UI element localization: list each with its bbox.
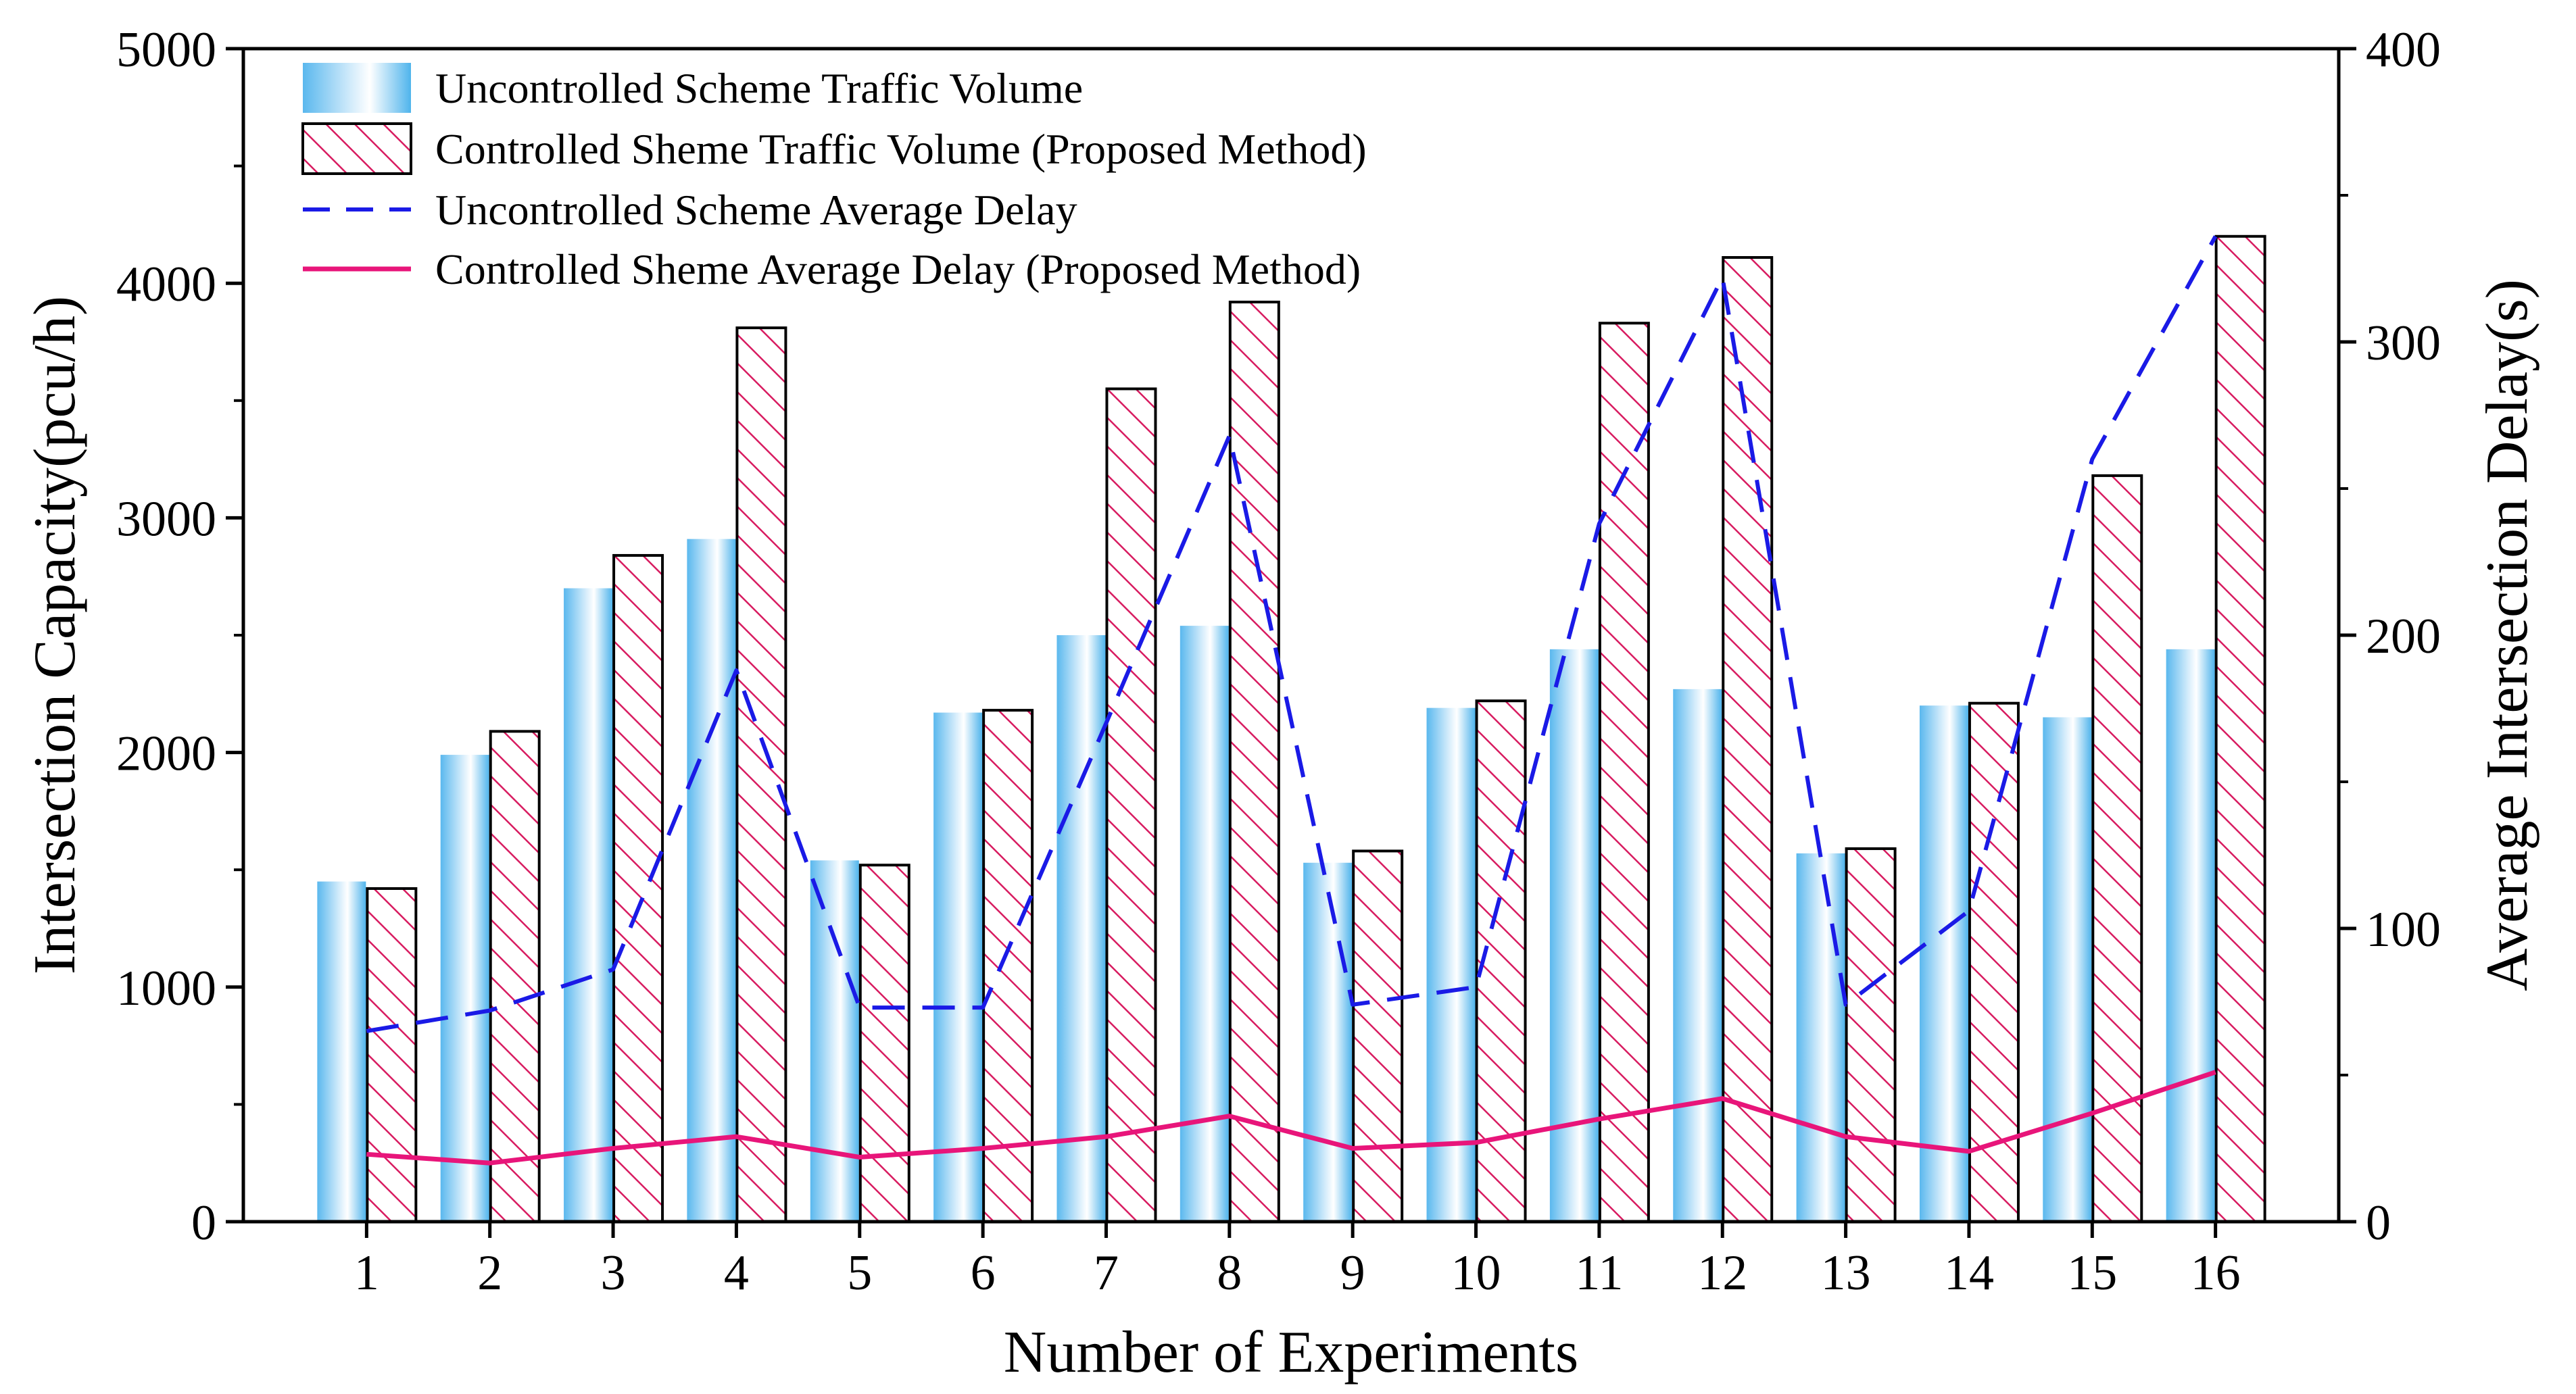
legend-swatch-uncontrolled-volume — [303, 63, 411, 113]
bar-controlled-volume — [1722, 256, 1774, 1223]
legend-swatch-controlled-volume — [301, 122, 412, 175]
x-tick-label: 16 — [2191, 1245, 2241, 1301]
bar-uncontrolled-volume — [1673, 689, 1722, 1222]
bar-uncontrolled-volume — [2166, 649, 2215, 1222]
x-tick-label: 15 — [2067, 1245, 2117, 1301]
y-tick-label: 5000 — [116, 22, 216, 78]
y-tick-label: 2000 — [116, 726, 216, 782]
x-tick-label: 6 — [971, 1245, 996, 1301]
legend: Uncontrolled Scheme Traffic Volume Contro… — [301, 63, 1367, 293]
x-tick-label: 14 — [1944, 1245, 1994, 1301]
legend-label: Uncontrolled Scheme Traffic Volume — [435, 64, 1083, 112]
y2-tick-label: 100 — [2366, 902, 2441, 957]
lines-layer — [366, 235, 2218, 1166]
y2-tick-label: 300 — [2366, 316, 2441, 371]
bar-controlled-volume — [1845, 847, 1897, 1223]
bar-controlled-volume — [1968, 701, 2020, 1223]
y2-axis-title: Average Intersection Delay(s) — [2475, 279, 2540, 991]
y2-tick-label: 0 — [2366, 1195, 2391, 1251]
line-uncontrolled-delay — [366, 235, 2218, 1033]
bar-controlled-volume — [489, 730, 541, 1224]
bar-controlled-volume — [735, 326, 787, 1224]
x-tick-label: 3 — [601, 1245, 626, 1301]
bar-uncontrolled-volume — [2043, 717, 2092, 1222]
bar-controlled-volume — [982, 709, 1034, 1223]
bar-uncontrolled-volume — [564, 588, 613, 1222]
bar-controlled-volume — [1228, 300, 1280, 1224]
x-axis-title: Number of Experiments — [1004, 1320, 1578, 1385]
y-axis-title: Intersection Capacity(pcu/h) — [22, 296, 88, 974]
x-tick-label: 1 — [354, 1245, 379, 1301]
bar-uncontrolled-volume — [933, 712, 983, 1222]
bar-uncontrolled-volume — [1919, 705, 1968, 1222]
bar-uncontrolled-volume — [1180, 626, 1229, 1222]
x-tick-label: 8 — [1217, 1245, 1242, 1301]
x-tick-label: 13 — [1821, 1245, 1871, 1301]
bar-controlled-volume — [612, 553, 664, 1223]
bar-uncontrolled-volume — [440, 755, 489, 1222]
x-tick-label: 4 — [724, 1245, 749, 1301]
legend-label: Controlled Sheme Traffic Volume (Propose… — [435, 125, 1367, 173]
y-tick-label: 4000 — [116, 257, 216, 312]
x-tick-label: 5 — [847, 1245, 872, 1301]
bar-uncontrolled-volume — [317, 881, 366, 1222]
bar-controlled-volume — [366, 887, 418, 1223]
bar-controlled-volume — [858, 864, 910, 1223]
y-tick-label: 3000 — [116, 491, 216, 547]
x-tick-label: 12 — [1697, 1245, 1747, 1301]
bar-uncontrolled-volume — [687, 539, 736, 1222]
x-tick-label: 9 — [1340, 1245, 1365, 1301]
x-tick-label: 11 — [1575, 1245, 1623, 1301]
bar-uncontrolled-volume — [1549, 649, 1599, 1222]
x-tick-label: 7 — [1094, 1245, 1119, 1301]
bar-controlled-volume — [1352, 849, 1404, 1223]
legend-label: Controlled Sheme Average Delay (Proposed… — [435, 245, 1361, 293]
y2-tick-label: 400 — [2366, 22, 2441, 78]
bar-uncontrolled-volume — [1796, 853, 1845, 1222]
y-tick-label: 1000 — [116, 961, 216, 1016]
bar-uncontrolled-volume — [1303, 862, 1353, 1222]
bar-uncontrolled-volume — [810, 860, 859, 1222]
bar-controlled-volume — [1105, 387, 1157, 1224]
bar-controlled-volume — [1598, 322, 1650, 1223]
x-tick-label: 10 — [1451, 1245, 1501, 1301]
bars-layer — [317, 234, 2266, 1224]
line-controlled-delay — [366, 1070, 2216, 1166]
bar-uncontrolled-volume — [1056, 635, 1106, 1222]
y-tick-label: 0 — [191, 1195, 216, 1251]
bar-controlled-volume — [2214, 234, 2266, 1223]
bar-uncontrolled-volume — [1426, 707, 1476, 1222]
legend-label: Uncontrolled Scheme Average Delay — [435, 186, 1077, 234]
y2-tick-label: 200 — [2366, 609, 2441, 664]
x-tick-label: 2 — [477, 1245, 502, 1301]
